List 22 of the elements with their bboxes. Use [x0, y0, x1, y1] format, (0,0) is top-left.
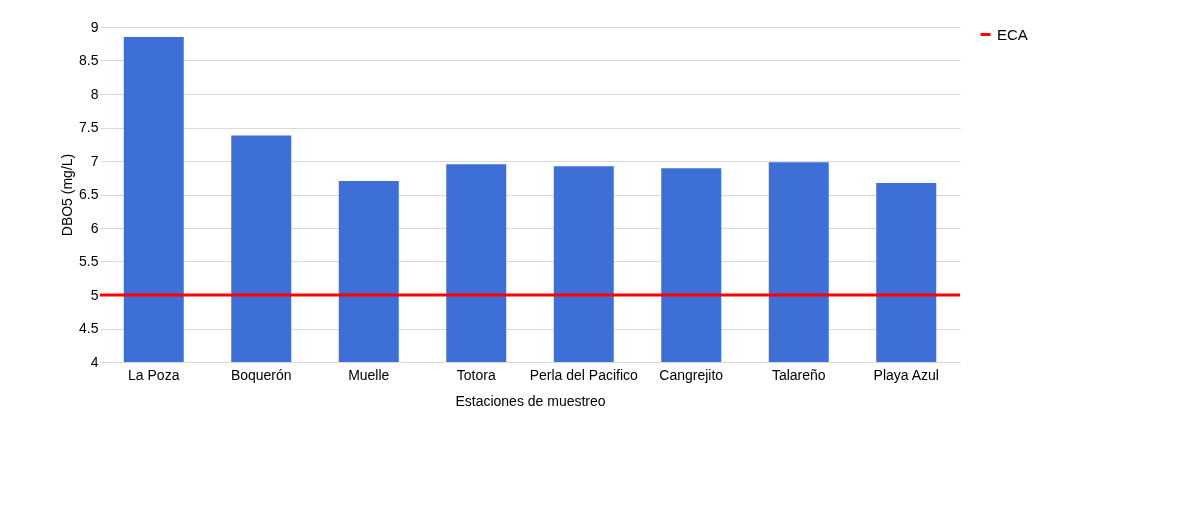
- x-tick-label: Totora: [456, 366, 496, 383]
- x-tick-label: Cangrejito: [659, 366, 724, 383]
- x-tick-label: Muelle: [348, 366, 390, 383]
- y-tick-label: 6: [90, 219, 99, 236]
- y-tick-label: 8: [90, 85, 99, 102]
- y-tick-label: 9: [90, 18, 99, 35]
- x-tick-label: Playa Azul: [873, 366, 939, 383]
- y-tick-label: 6.5: [79, 186, 99, 202]
- y-axis-title: DBO5 (mg/L): [59, 153, 76, 237]
- y-tick-label: 4.5: [79, 320, 99, 336]
- x-tick-label: Perla del Pacifico: [529, 366, 639, 383]
- y-tick-label: 5: [90, 286, 99, 303]
- x-axis-title: Estaciones de muestreo: [455, 392, 606, 409]
- y-tick-label: 8.5: [79, 52, 99, 68]
- x-tick-label: Boquerón: [230, 366, 292, 383]
- y-tick-label: 7.5: [79, 119, 99, 135]
- y-tick-label: 4: [90, 353, 99, 370]
- x-tick-label: La Poza: [128, 366, 180, 383]
- legend-label: ECA: [997, 25, 1028, 43]
- y-tick-label: 7: [90, 152, 99, 169]
- x-tick-label: Talareño: [771, 366, 826, 383]
- y-tick-label: 5.5: [79, 253, 99, 269]
